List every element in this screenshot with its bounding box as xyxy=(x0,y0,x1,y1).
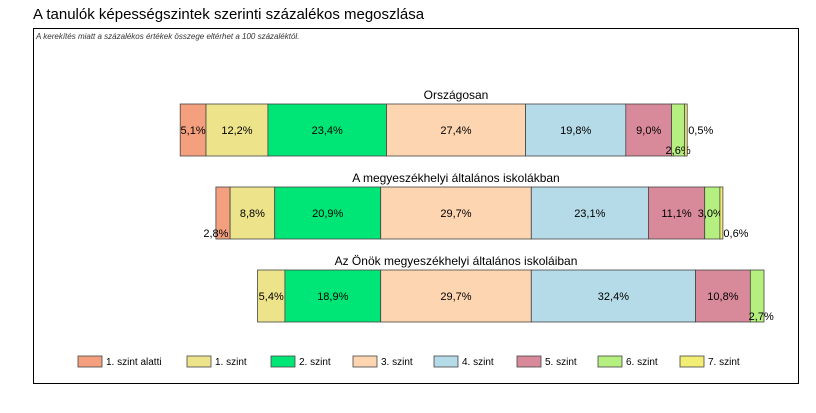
bar-segment xyxy=(284,269,382,323)
data-label: 5,4% xyxy=(259,291,284,303)
bar-title: Az Önök megyeszékhelyi általános iskolái… xyxy=(335,254,578,268)
bar-segment xyxy=(257,269,286,323)
legend-swatch xyxy=(516,355,542,368)
legend-label: 3. szint xyxy=(381,357,413,368)
legend-label: 6. szint xyxy=(626,357,658,368)
data-label: 29,7% xyxy=(440,208,471,220)
legend-label: 7. szint xyxy=(708,357,740,368)
bar-title: Országosan xyxy=(424,88,489,102)
data-label: 23,4% xyxy=(312,125,343,137)
bar-segment xyxy=(179,103,207,157)
bar-segment xyxy=(530,269,696,323)
bar-segment xyxy=(749,269,765,323)
bar-segment xyxy=(648,186,706,240)
data-label: 11,1% xyxy=(661,208,692,220)
bar-segment xyxy=(719,186,724,240)
data-label: 12,2% xyxy=(221,125,252,137)
bar-segment xyxy=(267,103,387,157)
bar-segment xyxy=(229,186,276,240)
data-label: 19,8% xyxy=(560,125,591,137)
data-label: 29,7% xyxy=(440,291,471,303)
bar-segment xyxy=(525,103,627,157)
data-label: 32,4% xyxy=(598,291,629,303)
data-label: 27,4% xyxy=(440,125,471,137)
legend-label: 5. szint xyxy=(545,357,577,368)
legend-swatch xyxy=(679,355,705,368)
bar-segment xyxy=(380,186,532,240)
legend-swatch xyxy=(186,355,212,368)
data-label: 20,9% xyxy=(312,208,343,220)
chart-note: A kerekítés miatt a százalékos értékek ö… xyxy=(36,32,300,41)
data-label: 10,8% xyxy=(707,291,738,303)
bar-title: A megyeszékhelyi általános iskolákban xyxy=(352,171,559,185)
bar-segment xyxy=(530,186,649,240)
data-label: 3,0% xyxy=(698,208,723,220)
data-label: 9,0% xyxy=(636,125,661,137)
bar-segment xyxy=(380,269,532,323)
bar-segment xyxy=(684,103,688,157)
legend-label: 1. szint xyxy=(215,357,247,368)
legend-swatch xyxy=(597,355,623,368)
legend-swatch xyxy=(433,355,459,368)
data-label: 2,8% xyxy=(203,228,228,240)
data-label: 0,5% xyxy=(688,125,713,137)
page-title: A tanulók képességszintek szerinti száza… xyxy=(33,6,425,23)
chart-frame xyxy=(33,28,799,384)
data-label: 23,1% xyxy=(574,208,605,220)
data-label: 2,7% xyxy=(749,311,774,323)
data-label: 5,1% xyxy=(181,125,206,137)
bar-segment xyxy=(386,103,526,157)
data-label: 18,9% xyxy=(317,291,348,303)
legend-label: 2. szint xyxy=(299,357,331,368)
legend-swatch xyxy=(77,355,103,368)
data-label: 0,6% xyxy=(723,228,748,240)
legend-label: 1. szint alatti xyxy=(106,357,162,368)
legend-swatch xyxy=(352,355,378,368)
legend-swatch xyxy=(270,355,296,368)
legend-label: 4. szint xyxy=(462,357,494,368)
data-label: 8,8% xyxy=(240,208,265,220)
bar-segment xyxy=(625,103,672,157)
